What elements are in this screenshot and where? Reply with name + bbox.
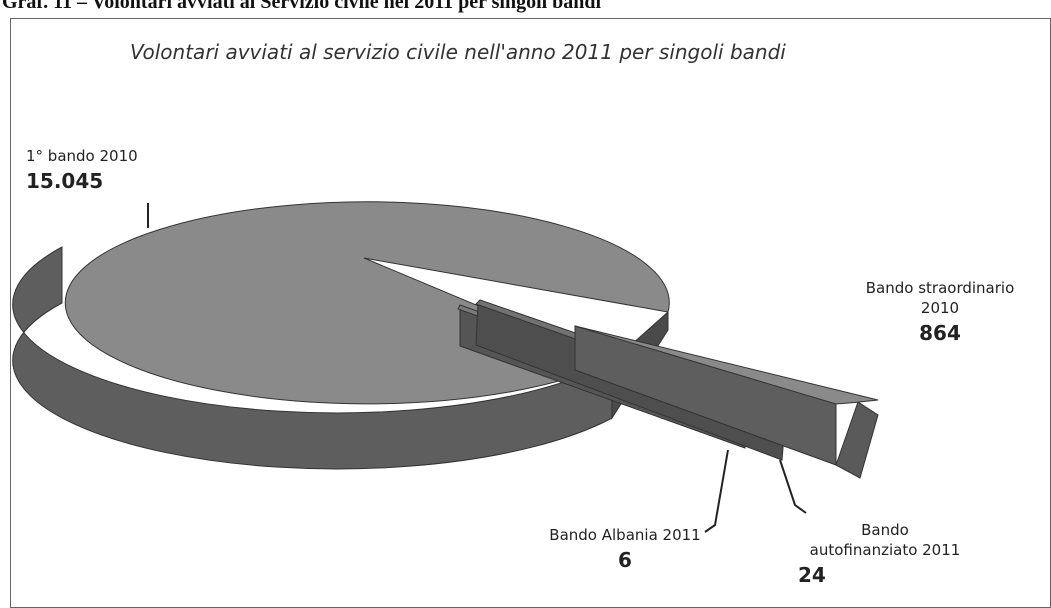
slice-label: 1° bando 2010 [26,147,138,165]
slice-label: 2010 [920,299,960,317]
slice-value: 15.045 [26,169,104,193]
slice-value: 864 [919,321,961,345]
slice-value: 24 [798,563,826,587]
data-label-bando-straordinario-2010: Bando straordinario 2010 864 [840,278,1040,348]
data-label-1-bando-2010: 1° bando 2010 15.045 [26,146,138,196]
data-label-bando-albania-2011: Bando Albania 2011 6 [540,525,710,575]
slice-label: autofinanziato 2011 [809,541,961,559]
slice-label: Bando [861,521,909,539]
pie-slice-bando-straordinario-2010 [574,325,879,405]
slice-label: Bando Albania 2011 [549,526,701,544]
data-label-bando-autofinanziato-2011: Bando autofinanziato 2011 24 [780,520,990,590]
chart-title: Volontari avviati al servizio civile nel… [130,40,786,64]
leader-line-bando-albania-2011 [704,449,729,533]
pie-slice-side-bando-straordinario-2010 [835,401,879,479]
figure-caption: Graf. 11 – Volontari avviati al Servizio… [2,0,602,13]
slice-value: 6 [618,548,632,572]
leader-line-bando-autofinanziato-2011 [779,459,807,514]
slice-label: Bando straordinario [865,279,1015,297]
